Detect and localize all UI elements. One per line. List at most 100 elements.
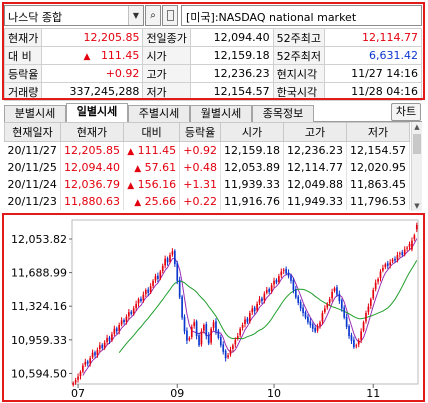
candle-body	[321, 313, 324, 322]
candle-body	[186, 330, 188, 341]
tab-minute[interactable]: 분별시세	[4, 105, 66, 122]
plot-area	[71, 219, 419, 385]
candle-body	[161, 266, 164, 272]
candle-body	[169, 255, 171, 262]
column-header[interactable]: 등락율	[179, 122, 222, 142]
table-row[interactable]: 20/11/27 12,205.85 ▲ 111.45 +0.92 12,159…	[4, 141, 411, 159]
candle-body	[343, 307, 346, 318]
candle-body	[304, 312, 307, 318]
candle-body	[340, 300, 343, 309]
tab-weekly[interactable]: 주별시세	[128, 105, 190, 122]
search-button[interactable]: ⌕	[145, 5, 161, 26]
search-bar: 나스닥 종합 ▼ ⌕ [미국]:NASDAQ national market	[4, 5, 422, 27]
column-header[interactable]: 시가	[220, 122, 284, 142]
cell-high: 12,049.88	[283, 175, 347, 193]
chart-button[interactable]: 차트	[391, 103, 421, 121]
cell-close: 12,205.85	[60, 141, 125, 159]
price-chart: 12,053.82 11,688.99 11,324.16 10,959.33 10,5…	[11, 219, 419, 399]
candle-body	[411, 240, 413, 250]
candle-body	[290, 275, 292, 281]
candle-body	[181, 296, 183, 318]
index-select-value: 나스닥 종합	[8, 11, 63, 24]
candle-body	[178, 279, 181, 298]
tab-info[interactable]: 종목정보	[252, 105, 314, 122]
candle-body	[389, 262, 392, 266]
candle-body	[331, 291, 333, 299]
candle-body	[309, 321, 312, 326]
y-tick-label: 11,324.16	[11, 300, 67, 313]
column-header[interactable]: 고가	[283, 122, 347, 142]
candle-body	[123, 319, 125, 323]
candle-body	[294, 289, 297, 298]
table-row[interactable]: 20/11/25 12,094.40 ▲ 57.61 +0.48 12,053.…	[4, 158, 411, 176]
candle-body	[74, 380, 77, 383]
quote-label: 저가	[142, 82, 191, 101]
cell-rate: +0.22	[179, 192, 222, 210]
candle-body	[152, 280, 154, 286]
candle-body	[224, 350, 227, 359]
candle-body	[149, 286, 152, 293]
table-row[interactable]: 20/11/23 11,880.63 ▲ 25.66 +0.22 11,916.…	[4, 192, 411, 210]
up-triangle-icon: ▲	[83, 52, 91, 62]
x-tick-label: 07	[71, 387, 85, 399]
cell-rate: +0.48	[179, 158, 222, 176]
y-tick-label: 11,688.99	[11, 267, 67, 280]
candle-body	[157, 275, 159, 279]
window-icon	[167, 10, 174, 21]
quote-table: 현재가 12,205.85 전일종가 12,094.40 52주최고 12,11…	[3, 28, 423, 101]
candle-body	[195, 321, 198, 337]
scroll-down-icon[interactable]: ▼	[414, 202, 420, 210]
candle-body	[357, 340, 360, 345]
korea-time: 11/28 04:16	[323, 82, 423, 101]
cell-date: 20/11/24	[4, 175, 61, 193]
tab-monthly[interactable]: 월별시세	[190, 105, 252, 122]
up-triangle-icon: ▲	[134, 163, 142, 174]
table-scrollbar[interactable]: ▲ ▼	[411, 122, 422, 211]
candle-body	[399, 253, 401, 255]
popup-window-button[interactable]	[162, 5, 178, 26]
cell-low: 11,863.45	[346, 175, 411, 193]
quote-label: 52주최고	[272, 28, 325, 47]
candle-body	[251, 308, 254, 313]
candle-body	[396, 255, 399, 260]
candle-body	[258, 299, 261, 303]
candle-body	[316, 326, 319, 331]
chevron-down-icon[interactable]: ▼	[128, 6, 143, 25]
candle-body	[86, 361, 89, 364]
candle-body	[256, 303, 258, 311]
column-header[interactable]: 현재가	[59, 122, 125, 142]
column-header[interactable]: 저가	[345, 122, 411, 142]
quote-row: 거래량 337,245,288 저가 12,154.57 한국시각 11/28 …	[3, 82, 423, 101]
cell-high: 12,236.23	[283, 141, 347, 159]
index-select[interactable]: 나스닥 종합 ▼	[4, 5, 144, 26]
candle-body	[323, 308, 326, 313]
quote-row: 현재가 12,205.85 전일종가 12,094.40 52주최고 12,11…	[3, 28, 423, 47]
candle-body	[84, 361, 87, 365]
tab-daily[interactable]: 일별시세	[66, 103, 128, 122]
table-row[interactable]: 20/11/24 12,036.79 ▲ 156.16 +1.31 11,939…	[4, 175, 411, 193]
candle-body	[285, 268, 287, 274]
scroll-up-icon[interactable]: ▲	[414, 123, 420, 131]
cell-diff: ▲ 25.66	[123, 192, 181, 210]
tab-bar: 분별시세 일별시세 주별시세 월별시세 종목정보 차트	[4, 103, 422, 122]
candle-body	[147, 289, 150, 293]
candle-body	[355, 345, 358, 347]
candle-body	[394, 258, 396, 261]
candle-body	[190, 326, 193, 338]
open-price: 12,159.18	[189, 46, 274, 65]
candle-body	[319, 322, 321, 326]
candle-body	[159, 271, 162, 279]
column-header[interactable]: 대비	[123, 122, 181, 142]
candle-body	[299, 302, 302, 309]
candle-body	[353, 339, 355, 348]
candle-body	[270, 285, 273, 291]
candle-body	[386, 263, 389, 267]
candle-body	[401, 252, 404, 256]
scroll-thumb[interactable]	[413, 134, 421, 154]
candle-body	[348, 325, 350, 337]
up-triangle-icon: ▲	[127, 146, 135, 157]
quote-label: 거래량	[3, 82, 43, 101]
column-header[interactable]: 현재일자	[4, 122, 61, 142]
y-tick-label: 10,959.33	[11, 334, 67, 347]
volume: 337,245,288	[41, 82, 144, 101]
